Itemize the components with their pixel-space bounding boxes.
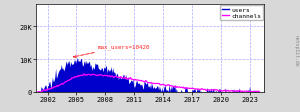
Legend: users, channels: users, channels (220, 6, 263, 21)
Text: netsp1it.de: netsp1it.de (293, 35, 298, 66)
Text: max_users=10420: max_users=10420 (74, 44, 150, 58)
